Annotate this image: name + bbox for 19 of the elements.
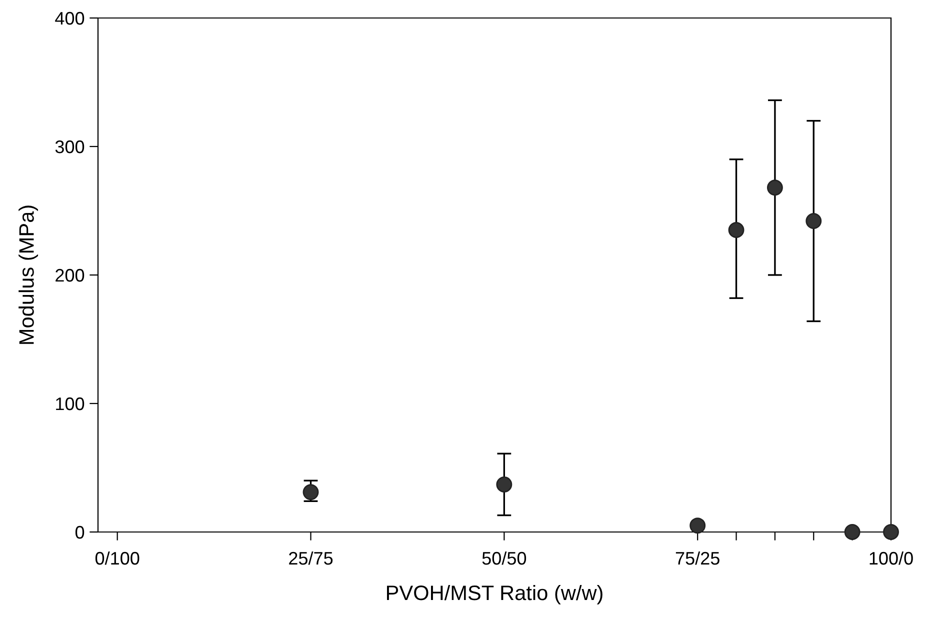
point: [844, 524, 860, 540]
point: [302, 484, 319, 500]
x-tick-label: 25/75: [289, 551, 333, 565]
x-tick-label: 75/25: [676, 551, 720, 565]
y-axis-title: Modulus (MPa): [18, 206, 38, 344]
y-tick-label: 100: [56, 397, 84, 410]
y-tick-label: 0: [75, 526, 84, 539]
y-tick-label: 200: [56, 268, 84, 282]
point: [496, 476, 512, 492]
x-tick-label: 100/0: [870, 551, 913, 565]
point: [766, 180, 783, 196]
y-tick-label: 400: [55, 12, 84, 25]
point: [728, 222, 744, 238]
point: [806, 213, 822, 230]
x-axis-title: PVOH/MST Ratio (w/w): [387, 584, 602, 604]
x-tick-label: 0/100: [95, 551, 140, 565]
x-tick-label: 50/50: [482, 551, 526, 565]
point: [690, 518, 706, 534]
y-tick-label: 300: [55, 140, 84, 154]
